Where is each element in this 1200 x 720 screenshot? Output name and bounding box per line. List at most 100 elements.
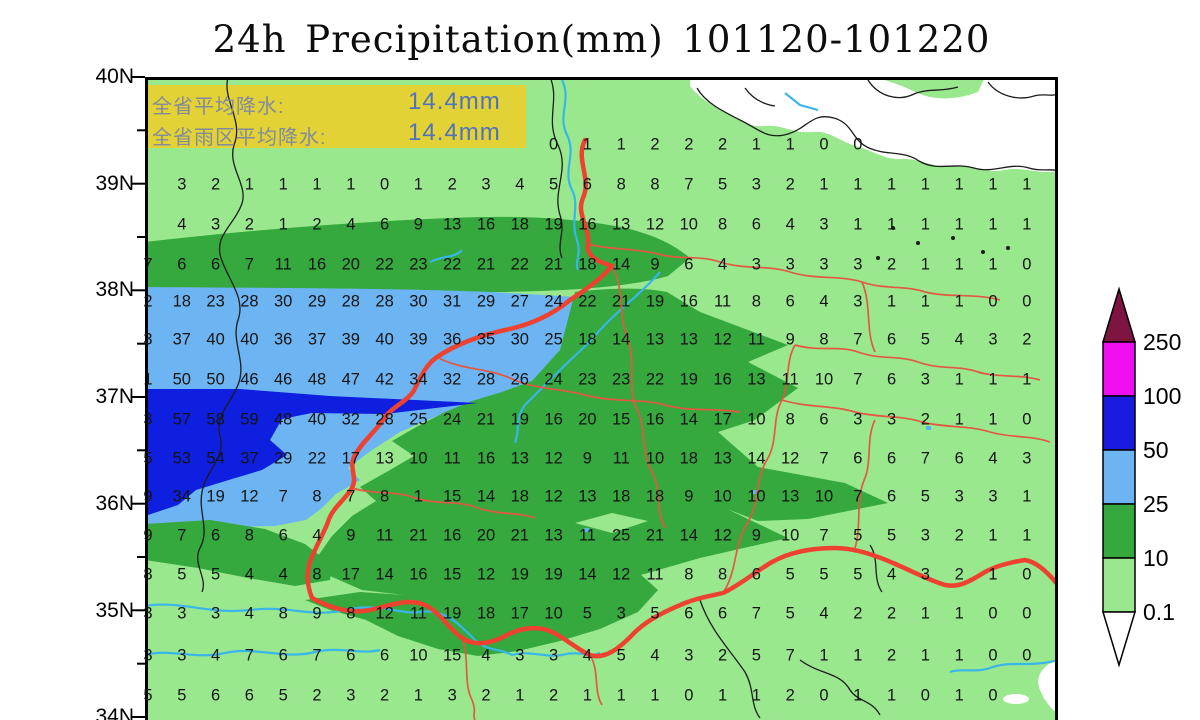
grid-value: 4 bbox=[954, 330, 964, 349]
grid-value: 3 bbox=[211, 604, 221, 623]
grid-value: 5 bbox=[211, 565, 221, 584]
grid-value: 16 bbox=[578, 215, 597, 234]
grid-value: 1 bbox=[920, 604, 930, 623]
grid-value: 3 bbox=[853, 410, 863, 429]
grid-value: 32 bbox=[443, 370, 462, 389]
grid-value: 2 bbox=[853, 604, 863, 623]
grid-value: 22 bbox=[443, 255, 462, 274]
colorbar-arrow-top bbox=[1101, 286, 1137, 343]
grid-value: 7 bbox=[751, 604, 761, 623]
grid-value: 15 bbox=[443, 565, 462, 584]
grid-value: 5 bbox=[143, 686, 153, 705]
grid-value: 7 bbox=[177, 526, 187, 545]
grid-value: 6 bbox=[954, 449, 964, 468]
grid-value: 5 bbox=[785, 565, 795, 584]
grid-value: 2 bbox=[312, 686, 322, 705]
info-box bbox=[148, 85, 526, 148]
grid-value: 36 bbox=[274, 330, 293, 349]
grid-value: 5 bbox=[278, 686, 288, 705]
colorbar-label: 25 bbox=[1143, 491, 1169, 517]
grid-value: 4 bbox=[718, 255, 728, 274]
grid-value: 8 bbox=[718, 215, 728, 234]
grid-value: 8 bbox=[785, 410, 795, 429]
grid-value: 9 bbox=[650, 255, 660, 274]
grid-value: 1 bbox=[853, 215, 863, 234]
grid-value: 2 bbox=[887, 604, 897, 623]
grid-value: 1 bbox=[616, 135, 626, 154]
grid-value: 8 bbox=[244, 526, 254, 545]
grid-value: 1 bbox=[1022, 175, 1032, 194]
grid-value: 2 bbox=[244, 215, 254, 234]
grid-value: 9 bbox=[684, 487, 694, 506]
grid-value: 23 bbox=[409, 255, 428, 274]
grid-value: 16 bbox=[476, 449, 496, 468]
grid-value: 4 bbox=[887, 565, 897, 584]
grid-value: 24 bbox=[443, 410, 462, 429]
grid-value: 7 bbox=[819, 449, 829, 468]
grid-value: 0 bbox=[920, 686, 930, 705]
grid-value: 22 bbox=[578, 292, 597, 311]
grid-value: 6 bbox=[244, 686, 254, 705]
grid-value: 5 bbox=[853, 565, 863, 584]
grid-value: 1 bbox=[988, 370, 998, 389]
grid-value: 7 bbox=[346, 487, 356, 506]
grid-value: 5 bbox=[819, 565, 829, 584]
grid-value: 3 bbox=[920, 526, 930, 545]
grid-value: 1 bbox=[954, 686, 964, 705]
grid-value: 19 bbox=[544, 565, 563, 584]
grid-value: 18 bbox=[510, 487, 529, 506]
grid-value: 6 bbox=[887, 370, 897, 389]
grid-value: 1 bbox=[954, 370, 964, 389]
grid-value: 25 bbox=[612, 526, 631, 545]
y-axis-ticks bbox=[131, 76, 145, 718]
grid-value: 3 bbox=[549, 646, 559, 665]
grid-value: 3 bbox=[447, 686, 457, 705]
grid-value: 1 bbox=[920, 646, 930, 665]
grid-value: 6 bbox=[751, 215, 761, 234]
grid-value: 19 bbox=[679, 370, 698, 389]
grid-value: 2 bbox=[887, 255, 897, 274]
grid-value: 11 bbox=[409, 604, 427, 623]
grid-value: 17 bbox=[341, 449, 360, 468]
grid-value: 10 bbox=[747, 487, 766, 506]
grid-value: 35 bbox=[476, 330, 496, 349]
grid-value: 1 bbox=[887, 175, 897, 194]
grid-value: 5 bbox=[887, 526, 897, 545]
grid-value: 2 bbox=[785, 175, 795, 194]
grid-value: 40 bbox=[240, 330, 259, 349]
grid-value: 0 bbox=[1022, 646, 1032, 665]
grid-value: 1 bbox=[1022, 487, 1032, 506]
grid-value: 5 bbox=[177, 686, 187, 705]
grid-value: 4 bbox=[819, 604, 829, 623]
grid-value: 2 bbox=[211, 175, 221, 194]
grid-value: 7 bbox=[143, 255, 153, 274]
grid-value: 1 bbox=[954, 215, 964, 234]
colorbar-label: 0.1 bbox=[1143, 599, 1175, 625]
grid-value: 13 bbox=[375, 449, 394, 468]
colorbar-label: 50 bbox=[1143, 437, 1169, 463]
grid-value: 1 bbox=[954, 175, 964, 194]
grid-value: 22 bbox=[307, 449, 327, 468]
grid-value: 1 bbox=[278, 215, 288, 234]
grid-value: 48 bbox=[274, 410, 293, 429]
grid-value: 28 bbox=[240, 292, 259, 311]
grid-value: 23 bbox=[612, 370, 631, 389]
grid-value: 6 bbox=[887, 449, 897, 468]
grid-value: 2 bbox=[718, 646, 728, 665]
grid-value: 1 bbox=[650, 686, 660, 705]
grid-value: 12 bbox=[240, 487, 259, 506]
grid-value: 40 bbox=[206, 330, 225, 349]
grid-value: 37 bbox=[240, 449, 259, 468]
grid-value: 1 bbox=[1022, 215, 1032, 234]
grid-value: 20 bbox=[578, 410, 597, 429]
grid-value: 9 bbox=[143, 526, 153, 545]
grid-value: 19 bbox=[645, 292, 665, 311]
grid-value: 12 bbox=[375, 604, 394, 623]
grid-value: 4 bbox=[819, 292, 829, 311]
grid-value: 1 bbox=[244, 175, 254, 194]
grid-value: 5 bbox=[718, 175, 728, 194]
grid-value: 9 bbox=[785, 330, 795, 349]
grid-value: 19 bbox=[544, 215, 563, 234]
grid-value: 1 bbox=[954, 410, 964, 429]
grid-value: 1 bbox=[515, 686, 525, 705]
